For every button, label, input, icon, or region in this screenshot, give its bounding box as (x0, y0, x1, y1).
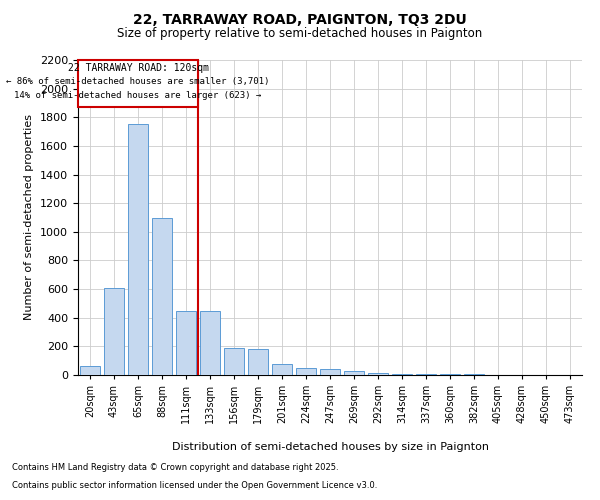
Bar (128, 124, 148, 375)
Bar (104, 288, 124, 375)
Bar (272, 364, 292, 375)
Text: ← 86% of semi-detached houses are smaller (3,701): ← 86% of semi-detached houses are smalle… (7, 77, 269, 86)
Bar (344, 370, 364, 375)
Y-axis label: Number of semi-detached properties: Number of semi-detached properties (25, 114, 34, 320)
Bar (176, 310, 196, 375)
Text: 22 TARRAWAY ROAD: 120sqm: 22 TARRAWAY ROAD: 120sqm (67, 63, 209, 73)
Text: Size of property relative to semi-detached houses in Paignton: Size of property relative to semi-detach… (118, 28, 482, 40)
Bar (416, 374, 436, 375)
Text: 14% of semi-detached houses are larger (623) →: 14% of semi-detached houses are larger (… (14, 92, 262, 100)
Text: Contains HM Land Registry data © Crown copyright and database right 2025.: Contains HM Land Registry data © Crown c… (12, 464, 338, 472)
Bar (200, 310, 220, 375)
Bar (78, 60, 198, 108)
Bar (80, 366, 100, 375)
Bar (368, 373, 388, 375)
Bar (392, 374, 412, 375)
Bar (152, 218, 172, 375)
Bar (224, 348, 244, 375)
Bar (440, 374, 460, 375)
Text: Distribution of semi-detached houses by size in Paignton: Distribution of semi-detached houses by … (172, 442, 488, 452)
Bar (296, 368, 316, 375)
Bar (464, 374, 484, 375)
Bar (320, 370, 340, 375)
Bar (248, 349, 268, 375)
Text: 22, TARRAWAY ROAD, PAIGNTON, TQ3 2DU: 22, TARRAWAY ROAD, PAIGNTON, TQ3 2DU (133, 12, 467, 26)
Text: Contains public sector information licensed under the Open Government Licence v3: Contains public sector information licen… (12, 481, 377, 490)
